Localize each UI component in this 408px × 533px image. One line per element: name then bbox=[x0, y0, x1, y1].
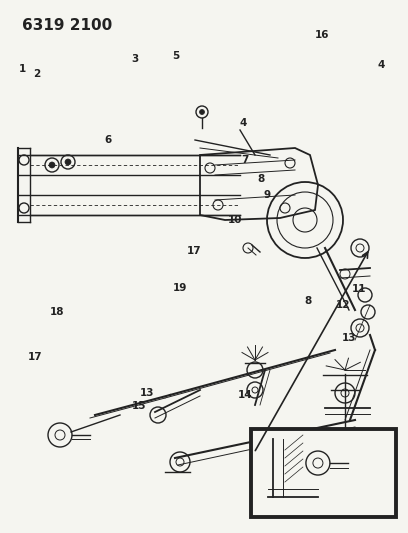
Text: 14: 14 bbox=[237, 391, 252, 400]
Text: 9: 9 bbox=[264, 190, 271, 199]
Circle shape bbox=[65, 159, 71, 165]
Text: 2: 2 bbox=[33, 69, 40, 78]
Text: 13: 13 bbox=[341, 333, 356, 343]
Text: 6: 6 bbox=[104, 135, 112, 144]
Circle shape bbox=[49, 162, 55, 168]
Text: 10: 10 bbox=[227, 215, 242, 224]
Text: 11: 11 bbox=[352, 284, 366, 294]
Text: 16: 16 bbox=[315, 30, 330, 39]
Text: 18: 18 bbox=[50, 307, 64, 317]
Text: 1: 1 bbox=[19, 64, 26, 74]
Text: 19: 19 bbox=[172, 283, 187, 293]
Text: 8: 8 bbox=[257, 174, 265, 183]
Text: 5: 5 bbox=[172, 51, 179, 61]
Text: 8: 8 bbox=[304, 296, 312, 306]
Circle shape bbox=[200, 109, 204, 115]
Text: 15: 15 bbox=[131, 401, 146, 411]
Text: 7: 7 bbox=[241, 155, 248, 165]
Text: 17: 17 bbox=[186, 246, 201, 255]
Text: 3: 3 bbox=[131, 54, 138, 63]
Text: 4: 4 bbox=[378, 60, 385, 70]
Text: 12: 12 bbox=[335, 300, 350, 310]
Text: 13: 13 bbox=[140, 389, 154, 398]
Bar bbox=[251, 429, 396, 517]
Text: 17: 17 bbox=[27, 352, 42, 362]
Text: 6319 2100: 6319 2100 bbox=[22, 18, 112, 33]
Text: 4: 4 bbox=[239, 118, 246, 127]
